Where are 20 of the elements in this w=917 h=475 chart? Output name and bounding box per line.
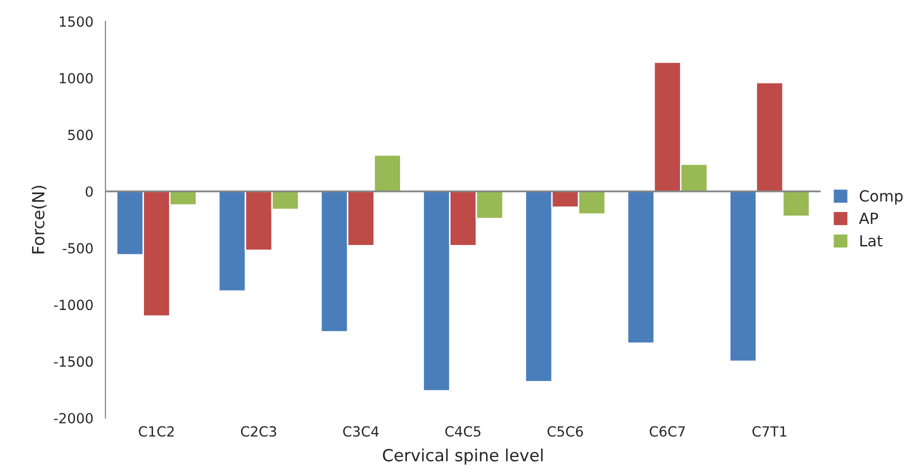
x-axis-title: Cervical spine level (382, 448, 543, 465)
y-tick-label: -1500 (54, 356, 93, 367)
x-tick-label: C1C2 (138, 426, 174, 437)
y-axis-title: Force(N) (32, 186, 46, 254)
y-tick-label: 1500 (60, 16, 93, 27)
legend-label: AP (859, 212, 878, 224)
x-tick-label: C5C6 (548, 426, 583, 437)
x-tick-label: C3C4 (343, 426, 379, 437)
legend-label: Comp (860, 190, 903, 205)
y-tick-label: 0 (86, 186, 93, 197)
y-tick-label: 500 (68, 130, 93, 140)
y-tick-label: -2000 (54, 412, 93, 424)
y-tick-label: -1000 (54, 300, 93, 310)
x-tick-label: C2C3 (240, 426, 276, 437)
y-tick-label: -500 (62, 242, 93, 254)
x-tick-label: C7T1 (752, 426, 786, 437)
y-tick-label: 1000 (60, 73, 93, 84)
legend-label: Lat (860, 235, 882, 247)
x-tick-label: C6C7 (650, 426, 685, 437)
x-tick-label: C4C5 (445, 426, 480, 437)
